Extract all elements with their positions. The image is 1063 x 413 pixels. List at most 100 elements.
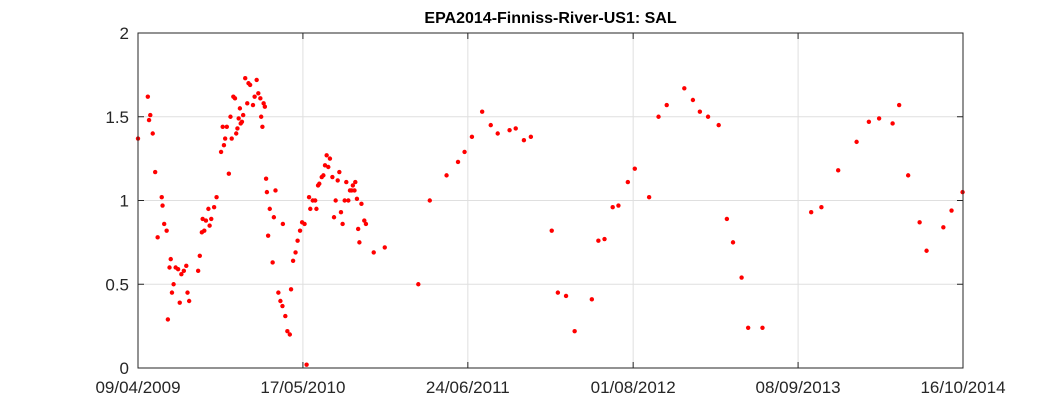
data-point — [273, 188, 278, 193]
data-point — [357, 240, 362, 245]
data-point — [572, 328, 577, 334]
data-point — [171, 282, 176, 287]
data-point — [271, 215, 277, 220]
data-point — [167, 265, 172, 270]
data-point — [656, 114, 661, 119]
axis-ticks: 0 0.5 1 1.5 2 09/04/2009 17/05/2010 24/06/2011 0… — [95, 24, 1005, 397]
data-point — [197, 253, 202, 258]
data-point — [146, 117, 152, 123]
data-point — [338, 210, 344, 215]
data-point — [175, 266, 181, 272]
data-point — [602, 236, 607, 242]
data-point — [469, 134, 475, 140]
data-point — [159, 194, 164, 200]
data-point — [160, 203, 165, 208]
data-point — [416, 282, 421, 287]
data-point — [240, 112, 246, 118]
data-point — [495, 131, 500, 136]
data-point — [228, 114, 233, 119]
x-tick-label: 08/09/2013 — [756, 378, 841, 397]
y-tick-label: 1.5 — [105, 108, 129, 127]
data-point — [261, 101, 266, 106]
data-point — [342, 198, 347, 203]
data-point — [819, 205, 824, 210]
data-point — [350, 183, 356, 188]
x-tick-label: 17/05/2010 — [260, 378, 345, 397]
data-point — [745, 325, 751, 330]
data-point — [186, 298, 192, 304]
data-point — [302, 221, 307, 227]
data-point — [905, 173, 911, 178]
data-point — [760, 325, 765, 330]
data-point — [155, 235, 160, 240]
data-point — [290, 258, 296, 263]
data-point — [462, 149, 467, 155]
data-point — [195, 268, 201, 274]
data-point — [354, 196, 360, 202]
data-point — [730, 240, 736, 245]
data-point — [152, 169, 158, 175]
data-point — [168, 256, 173, 262]
data-point — [479, 109, 485, 114]
data-point — [304, 362, 309, 367]
data-point — [239, 119, 245, 124]
data-point — [185, 290, 190, 295]
data-point — [235, 126, 240, 131]
data-point — [340, 221, 345, 227]
data-point — [293, 250, 298, 255]
data-point — [229, 136, 234, 141]
data-point — [941, 225, 946, 230]
data-point — [808, 210, 814, 215]
data-point — [488, 122, 493, 128]
data-point — [337, 169, 342, 175]
data-point — [165, 317, 171, 322]
data-point — [285, 328, 290, 334]
data-point — [507, 127, 512, 133]
data-point — [321, 173, 326, 178]
data-point — [278, 298, 283, 304]
data-point — [335, 178, 340, 183]
data-point — [280, 221, 286, 227]
data-point — [344, 179, 349, 185]
data-point — [705, 114, 711, 119]
data-point — [247, 82, 253, 88]
data-point — [150, 131, 155, 136]
data-points — [135, 76, 965, 367]
data-point — [363, 221, 369, 227]
data-point — [326, 164, 331, 170]
data-point — [169, 290, 175, 295]
data-point — [589, 297, 595, 302]
data-point — [234, 131, 239, 136]
data-point — [207, 223, 212, 228]
data-point — [148, 112, 153, 118]
data-point — [258, 114, 264, 119]
data-point — [256, 91, 261, 96]
data-point — [563, 293, 569, 299]
data-point — [202, 228, 207, 233]
data-point — [221, 143, 227, 148]
data-point — [355, 226, 361, 232]
data-point — [222, 136, 228, 141]
data-point — [161, 221, 167, 227]
data-point — [324, 153, 329, 158]
data-point — [716, 122, 721, 128]
data-point — [835, 168, 841, 173]
data-point — [664, 102, 669, 108]
data-point — [297, 228, 303, 233]
data-point — [739, 275, 744, 280]
data-point — [280, 303, 285, 309]
data-point — [690, 97, 696, 103]
data-point — [382, 245, 387, 250]
data-point — [211, 205, 217, 210]
data-point — [263, 176, 269, 181]
data-point — [312, 198, 318, 203]
x-tick-label: 16/10/2014 — [920, 378, 1005, 397]
data-point — [270, 260, 275, 265]
data-point — [724, 216, 730, 222]
data-point — [236, 116, 241, 121]
data-point — [220, 124, 225, 129]
data-point — [371, 250, 376, 255]
data-point — [250, 102, 256, 108]
data-point — [254, 77, 259, 83]
